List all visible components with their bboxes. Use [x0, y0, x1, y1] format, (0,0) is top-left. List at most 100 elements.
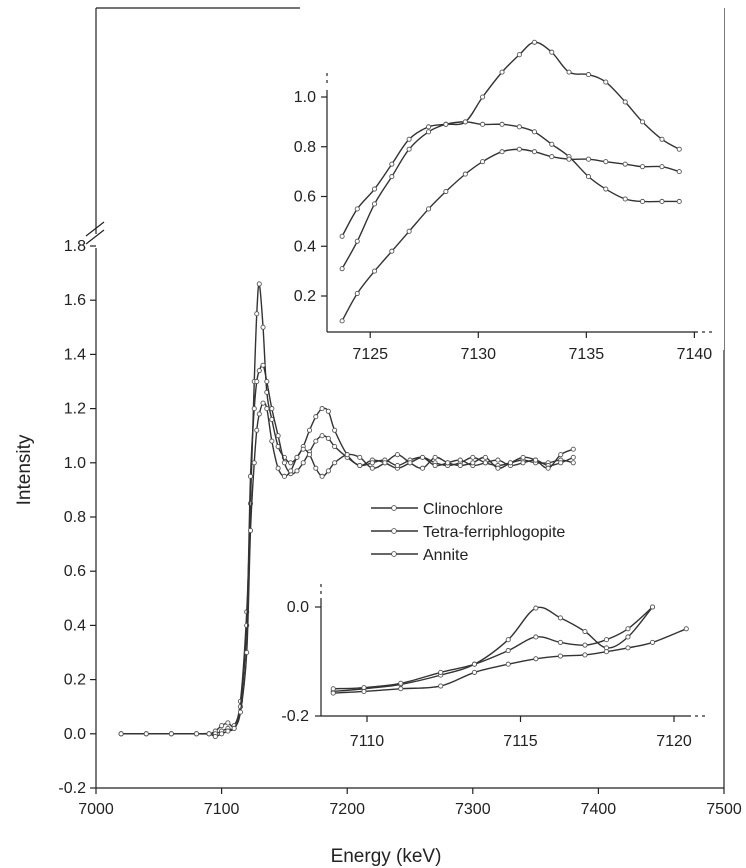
- inset-bottom-plot: 7110 7115 7120 -0.2 0.0: [262, 580, 722, 758]
- inset-top-point-tetra-ferriphlogopite-6: [443, 121, 449, 127]
- main-x-tick-label-4: 7400: [581, 801, 617, 818]
- inset-bottom-point-annite-0: [330, 690, 336, 696]
- inset-bottom-point-tetra-ferriphlogopite-0: [330, 686, 336, 692]
- inset-top-x-tick-label-2: 7135: [569, 346, 605, 363]
- legend-item-annite: Annite: [371, 547, 468, 564]
- main-y-tick-label-6: 1.0: [64, 455, 86, 472]
- inset-top-point-annite-12: [549, 154, 555, 160]
- inset-top-series: [339, 39, 682, 324]
- inset-top-point-tetra-ferriphlogopite-16: [622, 99, 628, 105]
- inset-top-x-tick-label-3: 7140: [677, 346, 713, 363]
- inset-top-point-annite-8: [480, 159, 486, 165]
- inset-bottom-point-tetra-ferriphlogopite-6: [533, 634, 539, 640]
- main-point-annite-5: [212, 733, 218, 740]
- inset-top-point-tetra-ferriphlogopite-8: [480, 94, 486, 100]
- main-point-annite-45: [558, 452, 564, 458]
- main-point-annite-29: [357, 454, 363, 460]
- main-point-clinochlore-23: [306, 427, 313, 433]
- main-point-clinochlore-7: [225, 720, 231, 726]
- main-point-annite-7: [225, 728, 231, 734]
- inset-top-point-annite-11: [531, 149, 538, 155]
- main-x-tick-label-0: 7000: [78, 801, 114, 818]
- main-point-annite-33: [407, 460, 413, 466]
- main-point-tetra-ferriphlogopite-22: [300, 460, 306, 466]
- main-plot: 7000 7100 7200 7300 7400 7500 -0.2 0.0 0.2 0.4 0.6…: [14, 7, 742, 867]
- inset-top-point-clinochlore-4: [406, 146, 412, 152]
- inset-top-point-clinochlore-18: [659, 198, 665, 205]
- inset-top-point-tetra-ferriphlogopite-0: [339, 233, 345, 239]
- inset-bottom-point-tetra-ferriphlogopite-7: [557, 639, 563, 645]
- axis-break-mark-lower: [85, 229, 105, 245]
- main-point-tetra-ferriphlogopite-12: [251, 406, 257, 412]
- inset-bottom-point-annite-8: [582, 652, 588, 658]
- inset-bottom-point-annite-12: [683, 626, 689, 632]
- inset-top-point-tetra-ferriphlogopite-1: [354, 206, 360, 212]
- main-point-tetra-ferriphlogopite-42: [520, 460, 526, 466]
- inset-top-point-tetra-ferriphlogopite-19: [676, 146, 682, 152]
- main-series: [118, 281, 576, 740]
- inset-top-point-annite-3: [389, 248, 395, 254]
- inset-top-y-tick-label-4: 1.0: [294, 89, 316, 106]
- inset-top-point-clinochlore-12: [549, 141, 555, 147]
- main-point-annite-26: [325, 468, 331, 474]
- inset-bottom-point-annite-10: [625, 645, 631, 651]
- legend-marker-tetra-ferriphlogopite: [391, 528, 397, 534]
- inset-top-point-clinochlore-10: [516, 124, 522, 130]
- inset-bottom-point-annite-6: [533, 656, 539, 662]
- main-point-annite-27: [332, 460, 338, 466]
- main-point-clinochlore-20: [288, 460, 294, 466]
- inset-bottom-point-tetra-ferriphlogopite-11: [649, 604, 656, 610]
- main-point-annite-46: [570, 446, 576, 452]
- main-point-annite-8: [231, 725, 237, 731]
- main-point-tetra-ferriphlogopite-17: [269, 406, 275, 412]
- inset-top-point-annite-0: [339, 318, 345, 324]
- inset-top-point-tetra-ferriphlogopite-13: [566, 69, 572, 75]
- main-point-tetra-ferriphlogopite-45: [558, 460, 564, 466]
- inset-top-background: [300, 5, 724, 350]
- inset-top-point-clinochlore-19: [676, 198, 682, 205]
- main-point-tetra-ferriphlogopite-21: [294, 468, 300, 474]
- inset-bottom-y-tick-label-0: -0.2: [281, 708, 309, 725]
- main-point-annite-41: [507, 460, 514, 466]
- main-y-tick-label-4: 0.6: [64, 563, 86, 580]
- main-point-annite-19: [281, 473, 287, 479]
- axis-break-mark-upper: [85, 221, 105, 237]
- inset-top-point-annite-2: [371, 268, 378, 274]
- inset-top-point-clinochlore-8: [480, 121, 486, 127]
- inset-bottom-point-tetra-ferriphlogopite-5: [505, 648, 511, 654]
- main-point-annite-14: [256, 411, 262, 417]
- main-point-annite-32: [394, 452, 400, 458]
- inset-top-y-tick-label-3: 0.8: [294, 139, 316, 156]
- main-point-tetra-ferriphlogopite-27: [332, 443, 338, 450]
- inset-bottom-axes: 7110 7115 7120 -0.2 0.0: [281, 584, 705, 750]
- main-y-tick-label-1: 0.0: [64, 726, 86, 743]
- main-point-annite-31: [382, 460, 388, 466]
- main-point-tetra-ferriphlogopite-11: [247, 473, 254, 479]
- main-y-tick-label-8: 1.4: [64, 346, 86, 363]
- inset-top-plot: 7125 7130 7135 7140 0.2 0.4 0.6 0.8 1.0: [294, 5, 724, 363]
- inset-bottom-point-tetra-ferriphlogopite-2: [398, 680, 404, 686]
- inset-bottom-point-annite-11: [649, 639, 656, 645]
- main-y-tick-label-0: -0.2: [58, 780, 86, 797]
- inset-top-point-clinochlore-1: [354, 238, 360, 244]
- main-x-tick-label-1: 7100: [204, 801, 240, 818]
- main-point-annite-25: [319, 473, 325, 479]
- inset-bottom-point-annite-1: [361, 688, 367, 695]
- main-point-annite-40: [495, 465, 501, 471]
- inset-top-point-annite-10: [516, 146, 522, 152]
- main-point-clinochlore-46: [570, 460, 576, 466]
- inset-top-point-tetra-ferriphlogopite-10: [516, 52, 522, 58]
- main-point-annite-38: [470, 460, 476, 466]
- legend-label-clinochlore: Clinochlore: [423, 501, 503, 518]
- inset-bottom-point-annite-4: [471, 669, 478, 675]
- inset-bottom-point-tetra-ferriphlogopite-3: [438, 669, 444, 675]
- inset-bottom-x-tick-label-2: 7120: [656, 733, 692, 750]
- legend-label-annite: Annite: [423, 547, 468, 564]
- inset-top-y-tick-label-2: 0.6: [294, 189, 316, 206]
- inset-top-y-tick-label-0: 0.2: [294, 288, 316, 305]
- legend: Clinochlore Tetra-ferriphlogopite Annite: [371, 501, 565, 564]
- main-point-annite-6: [219, 731, 225, 737]
- main-point-clinochlore-15: [260, 324, 266, 330]
- main-point-annite-0: [118, 731, 124, 737]
